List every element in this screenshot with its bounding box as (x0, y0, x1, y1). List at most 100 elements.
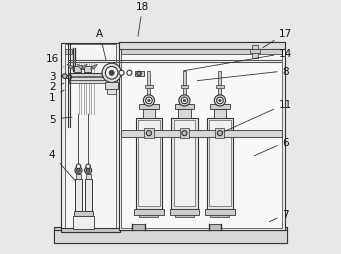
FancyArrow shape (67, 65, 74, 70)
Bar (119, 42, 285, 50)
Bar (107, 89, 116, 95)
Circle shape (148, 100, 150, 102)
FancyArrow shape (90, 65, 98, 70)
Text: 6: 6 (254, 137, 289, 156)
Bar (171, 118, 198, 209)
Circle shape (218, 131, 222, 136)
Text: 1: 1 (49, 91, 64, 103)
Circle shape (85, 167, 92, 174)
FancyArrow shape (77, 65, 84, 70)
Bar (147, 71, 150, 85)
Bar (84, 67, 91, 73)
Circle shape (219, 100, 221, 102)
Text: 17: 17 (263, 29, 293, 49)
Bar (170, 209, 199, 215)
Circle shape (86, 169, 90, 172)
Circle shape (76, 164, 81, 169)
Circle shape (86, 164, 90, 169)
Bar (73, 216, 94, 229)
Bar (209, 224, 221, 231)
Circle shape (127, 71, 132, 76)
Bar (144, 129, 153, 138)
Circle shape (62, 74, 67, 79)
Text: 2: 2 (49, 82, 64, 92)
Bar (180, 129, 189, 138)
Circle shape (182, 131, 187, 136)
Text: 18: 18 (136, 2, 149, 37)
Text: 11: 11 (224, 99, 293, 132)
Bar (69, 81, 117, 84)
Bar (121, 50, 282, 54)
Bar (136, 118, 162, 209)
Bar (134, 209, 164, 215)
Bar (54, 227, 287, 243)
Bar (145, 85, 153, 88)
Circle shape (109, 71, 114, 76)
Bar (175, 105, 194, 109)
Bar (216, 129, 224, 138)
Bar (183, 71, 186, 85)
Bar (134, 72, 144, 76)
Bar (74, 212, 93, 216)
Bar (207, 118, 233, 209)
Bar (119, 42, 285, 231)
Bar (54, 231, 287, 243)
Bar (69, 73, 117, 76)
Bar (219, 71, 221, 85)
Bar (86, 174, 91, 179)
Text: A: A (96, 29, 106, 61)
Circle shape (102, 64, 121, 83)
Bar (219, 88, 221, 96)
Text: 16: 16 (45, 54, 64, 68)
Bar (210, 215, 229, 217)
Bar (61, 228, 120, 232)
Circle shape (146, 131, 151, 136)
Bar (181, 85, 188, 88)
Circle shape (217, 98, 223, 104)
Text: 14: 14 (183, 49, 293, 72)
Bar (121, 130, 282, 137)
Bar (209, 121, 231, 207)
Bar (147, 88, 150, 96)
Bar (178, 109, 191, 118)
Bar (205, 209, 235, 215)
FancyArrow shape (80, 65, 87, 70)
Text: 7: 7 (269, 209, 289, 222)
Bar (139, 215, 159, 217)
Circle shape (146, 98, 152, 104)
Circle shape (179, 96, 190, 107)
Bar (61, 44, 120, 231)
Circle shape (119, 71, 124, 76)
Bar (121, 44, 282, 228)
Circle shape (105, 67, 118, 80)
Bar (175, 215, 194, 217)
Circle shape (137, 72, 142, 76)
Circle shape (214, 96, 225, 107)
Bar (69, 77, 117, 80)
Bar (210, 105, 229, 109)
Bar (252, 49, 258, 59)
Circle shape (77, 169, 80, 172)
Circle shape (75, 167, 82, 174)
Circle shape (143, 96, 154, 107)
Bar (250, 50, 261, 54)
Bar (252, 46, 258, 50)
Text: 8: 8 (197, 67, 289, 81)
Bar (76, 174, 81, 179)
Circle shape (183, 100, 186, 102)
Text: 5: 5 (49, 115, 72, 124)
Bar (75, 179, 82, 212)
Text: 4: 4 (49, 150, 75, 181)
Bar (183, 88, 186, 96)
Circle shape (181, 98, 188, 104)
Text: 3: 3 (49, 72, 62, 82)
Bar (105, 83, 118, 90)
Bar (174, 121, 195, 207)
Bar (143, 109, 155, 118)
Bar (139, 105, 159, 109)
Bar (65, 75, 71, 78)
Bar (65, 50, 72, 54)
Bar (216, 85, 224, 88)
Bar (138, 121, 160, 207)
Bar (213, 109, 226, 118)
